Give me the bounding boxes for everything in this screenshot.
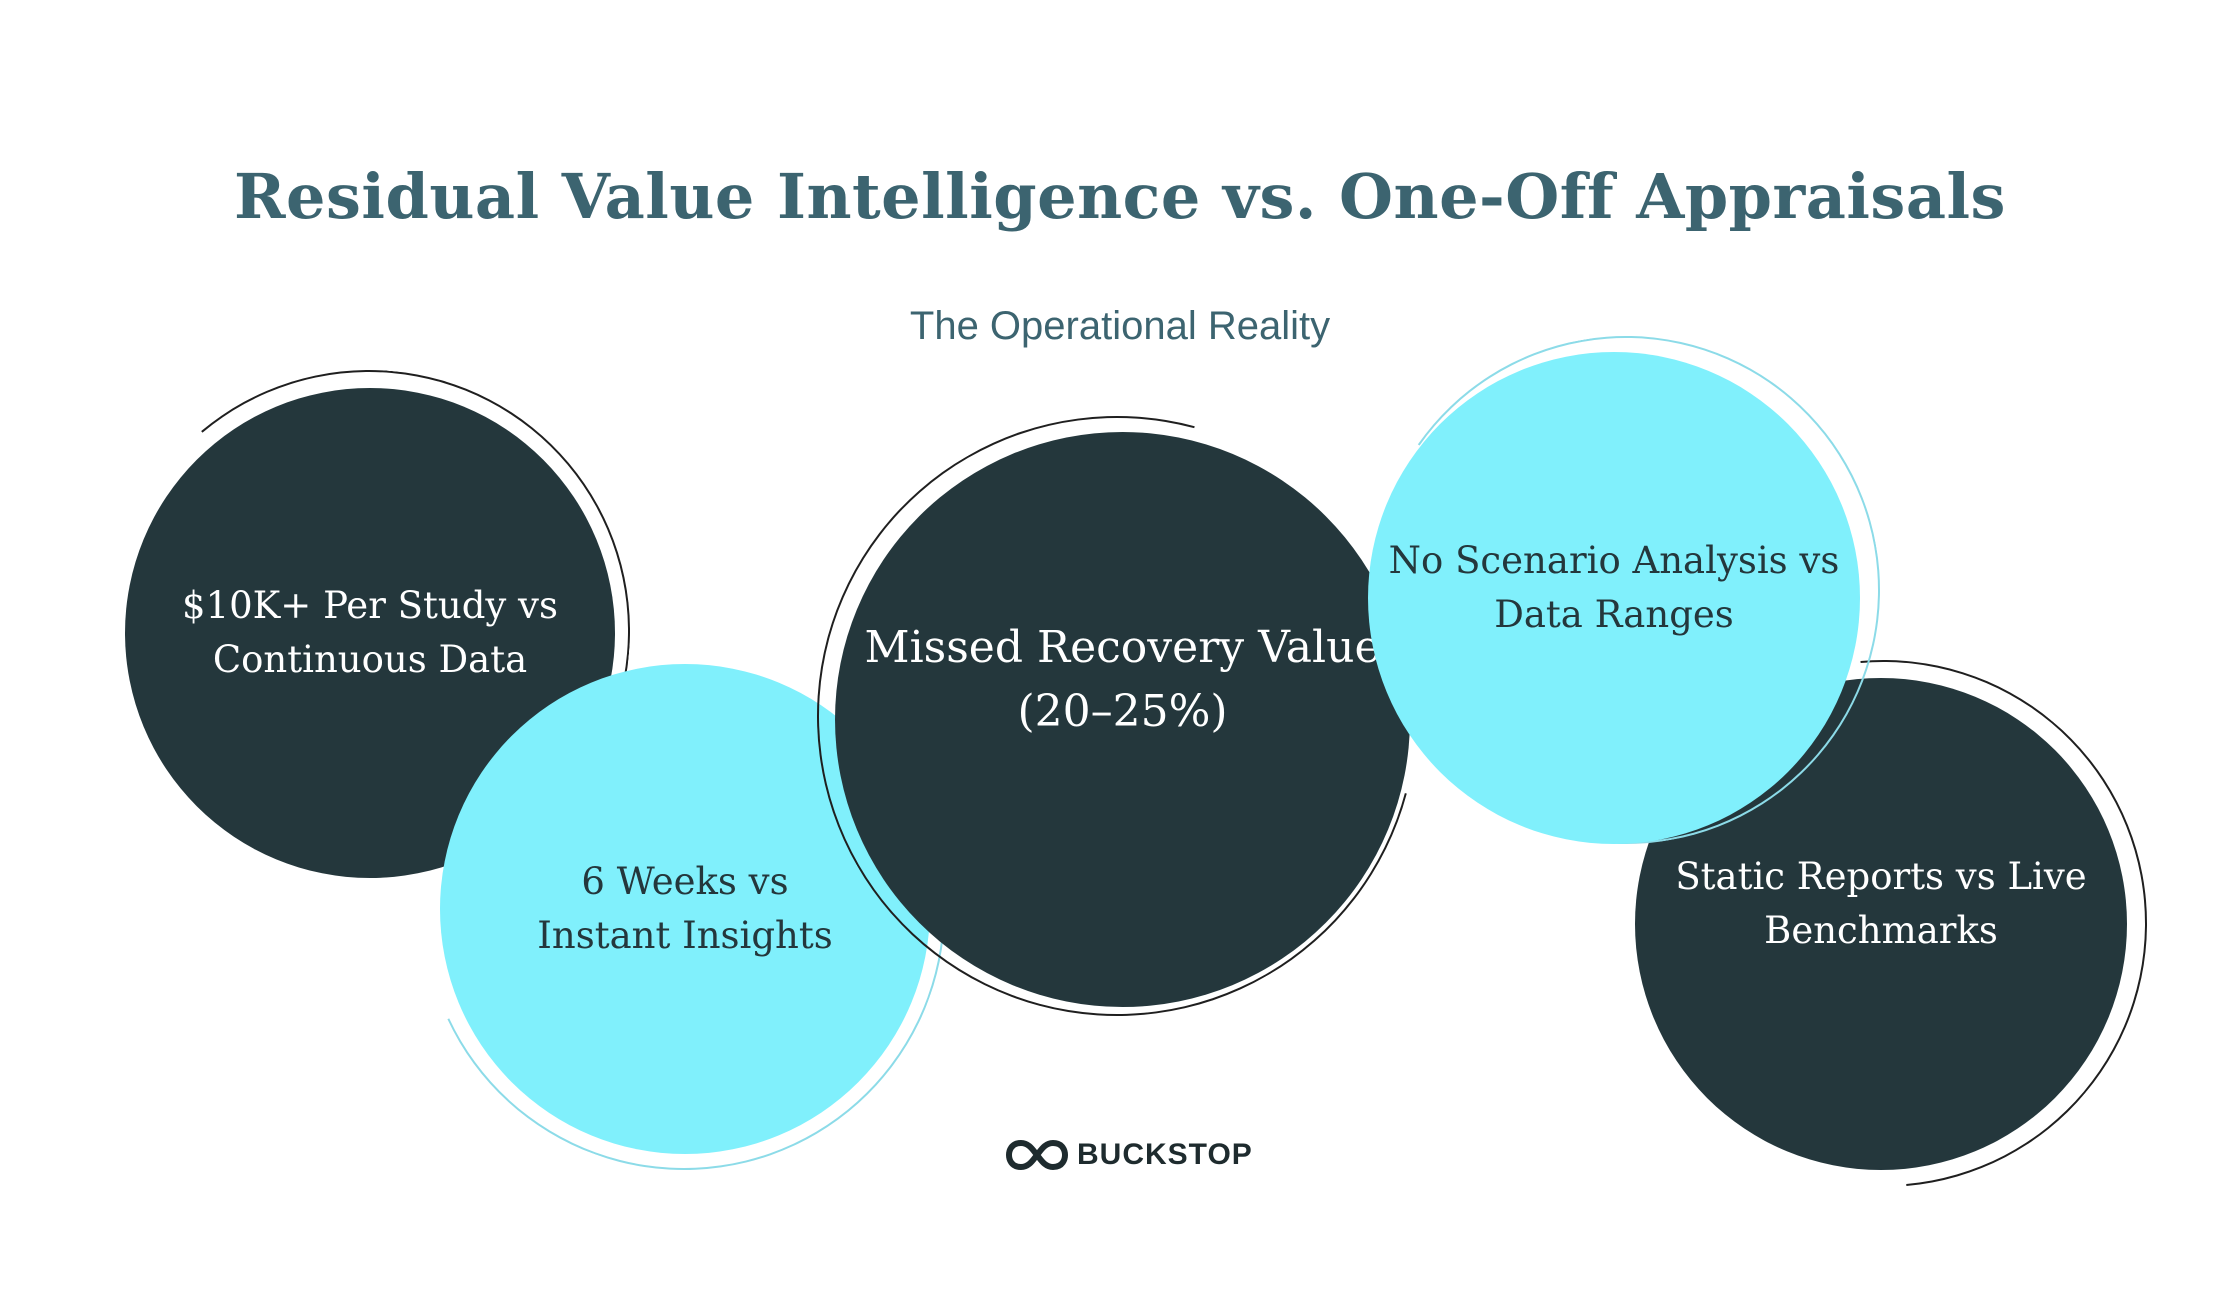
bubble-study-cost-line2: Continuous Data [212,638,528,681]
page-subtitle: The Operational Reality [909,304,1331,348]
brand-name: BUCKSTOP [1077,1138,1253,1171]
bubble-scenario-analysis: No Scenario Analysis vs Data Ranges [1368,352,1860,844]
page-title: Residual Value Intelligence vs. One-Off … [234,160,2006,233]
bubble-turnaround-line1: 6 Weeks vs [581,860,789,904]
bubble-study-cost-line1: $10K+ Per Study vs [182,584,558,628]
bubble-study-cost: $10K+ Per Study vs Continuous Data [125,388,615,878]
brand-logo: BUCKSTOP [1005,1135,1253,1175]
bubble-scenario-analysis-line1: No Scenario Analysis vs [1388,539,1840,583]
infinity-icon [1005,1139,1069,1171]
bubble-turnaround-line2: Instant Insights [537,914,833,957]
bubble-benchmarks-line2: Benchmarks [1764,909,1998,952]
bubble-recovery-value: Missed Recovery Value (20–25%) [835,432,1410,1007]
bubble-benchmarks-line1: Static Reports vs Live [1675,855,2087,899]
bubble-scenario-analysis-line2: Data Ranges [1494,593,1734,636]
bubble-recovery-value-line1: Missed Recovery Value [864,621,1381,673]
bubble-recovery-value-line2: (20–25%) [1017,685,1228,737]
